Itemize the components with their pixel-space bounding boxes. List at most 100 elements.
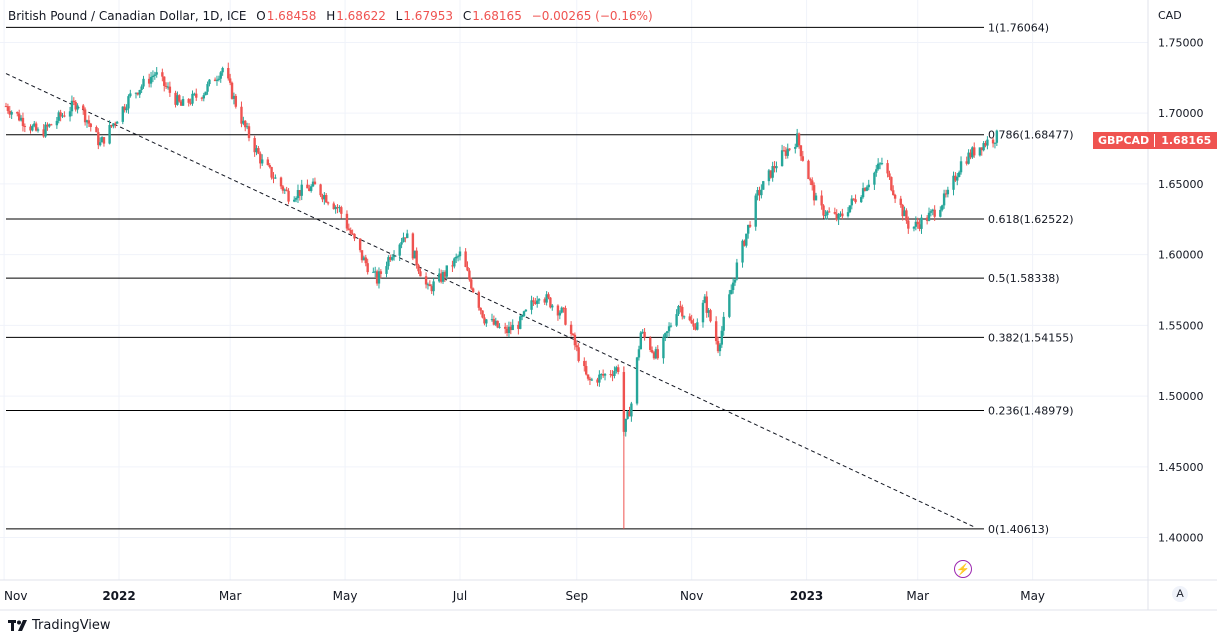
candle-body [944, 193, 948, 195]
candle-body [959, 161, 963, 173]
candle-body [306, 184, 309, 189]
candle-body [707, 310, 710, 313]
candle-body [121, 106, 124, 122]
candle-body [942, 193, 946, 206]
candle-body [807, 160, 810, 180]
candle-body [694, 326, 697, 330]
candle-body [221, 68, 224, 73]
candle-body [345, 213, 349, 229]
candle-body [439, 273, 443, 282]
candle-body [794, 146, 797, 149]
candle-body [230, 82, 234, 99]
flash-icon[interactable]: ⚡ [954, 560, 972, 578]
candle-body [129, 93, 132, 97]
symbol-title[interactable]: British Pound / Canadian Dollar, 1D, ICE [8, 9, 247, 23]
candle-body [155, 72, 158, 75]
candle-body [21, 117, 25, 126]
candle-body [733, 279, 737, 283]
candle-body [650, 349, 654, 353]
candle-body [496, 320, 499, 328]
candle-body [993, 142, 997, 144]
candle-body [826, 211, 829, 216]
candle-body [811, 180, 814, 186]
candle-body [722, 316, 725, 331]
candle-body [822, 205, 825, 216]
candle-body [980, 147, 983, 151]
candle-body [571, 333, 575, 335]
candle-body [916, 221, 919, 225]
candle-body [4, 106, 8, 108]
candle-body [865, 187, 869, 191]
candle-body [637, 349, 641, 358]
candle-body [890, 177, 893, 191]
candle-body [31, 125, 34, 131]
candle-body [108, 125, 111, 144]
candle-body [682, 316, 686, 318]
candle-body [164, 85, 168, 87]
candle-body [984, 143, 987, 146]
candle-body [562, 307, 565, 309]
candle-body [696, 322, 699, 330]
candle-body [217, 78, 221, 80]
candle-body [17, 113, 21, 121]
candle-body [257, 148, 260, 154]
candle-body [477, 292, 481, 308]
candle-body [878, 163, 882, 165]
tradingview-logo[interactable]: TradingView [8, 618, 111, 633]
candle-body [893, 194, 897, 199]
candle-body [511, 324, 514, 331]
auto-scale-button[interactable]: A [1172, 586, 1188, 602]
candle-body [274, 177, 277, 179]
candle-body [946, 189, 950, 195]
candle-body [820, 195, 823, 206]
candle-body [281, 186, 285, 191]
candle-body [517, 324, 520, 329]
candle-body [933, 209, 936, 217]
candle-body [95, 127, 98, 133]
candle-body [336, 206, 339, 209]
candle-body [34, 123, 38, 131]
candle-body [730, 290, 733, 295]
candle-body [780, 150, 784, 167]
candle-body [788, 148, 791, 150]
candle-body [428, 284, 432, 287]
candle-body [573, 334, 577, 346]
candle-body [16, 111, 19, 114]
candle-body [19, 117, 23, 121]
candle-body [613, 371, 616, 376]
candle-body [652, 352, 656, 359]
candle-body [445, 265, 448, 277]
candle-body [430, 286, 433, 292]
candle-body [841, 213, 844, 217]
candle-body [253, 138, 256, 153]
candle-body [432, 281, 435, 292]
candle-body [419, 271, 422, 277]
candle-body [10, 111, 13, 115]
candle-body [287, 190, 290, 202]
candle-body [861, 188, 865, 198]
candle-body [234, 95, 238, 107]
candle-body [102, 137, 106, 144]
candle-body [860, 197, 863, 203]
candle-body [643, 331, 646, 338]
candle-body [863, 188, 867, 191]
candle-body [662, 337, 665, 359]
candle-body [260, 159, 264, 164]
candle-body [888, 173, 891, 178]
fib-level-label: 0(1.40613) [988, 523, 1049, 536]
fib-retracement[interactable]: 1(1.76064) 0.786(1.68477) 0.618(1.62522) 0.… [6, 21, 1074, 536]
candle-body [55, 120, 59, 126]
candle-body [270, 167, 273, 178]
candle-body [76, 105, 79, 110]
open-value: 1.68458 [266, 9, 317, 23]
candle-body [181, 99, 185, 106]
candle-body [351, 233, 354, 235]
candle-body [920, 217, 923, 229]
candle-body [809, 179, 812, 181]
candle-body [927, 212, 931, 221]
candle-body [912, 226, 916, 229]
candle-body [50, 124, 53, 126]
candle-body [398, 244, 401, 256]
trendline[interactable] [5, 73, 975, 528]
